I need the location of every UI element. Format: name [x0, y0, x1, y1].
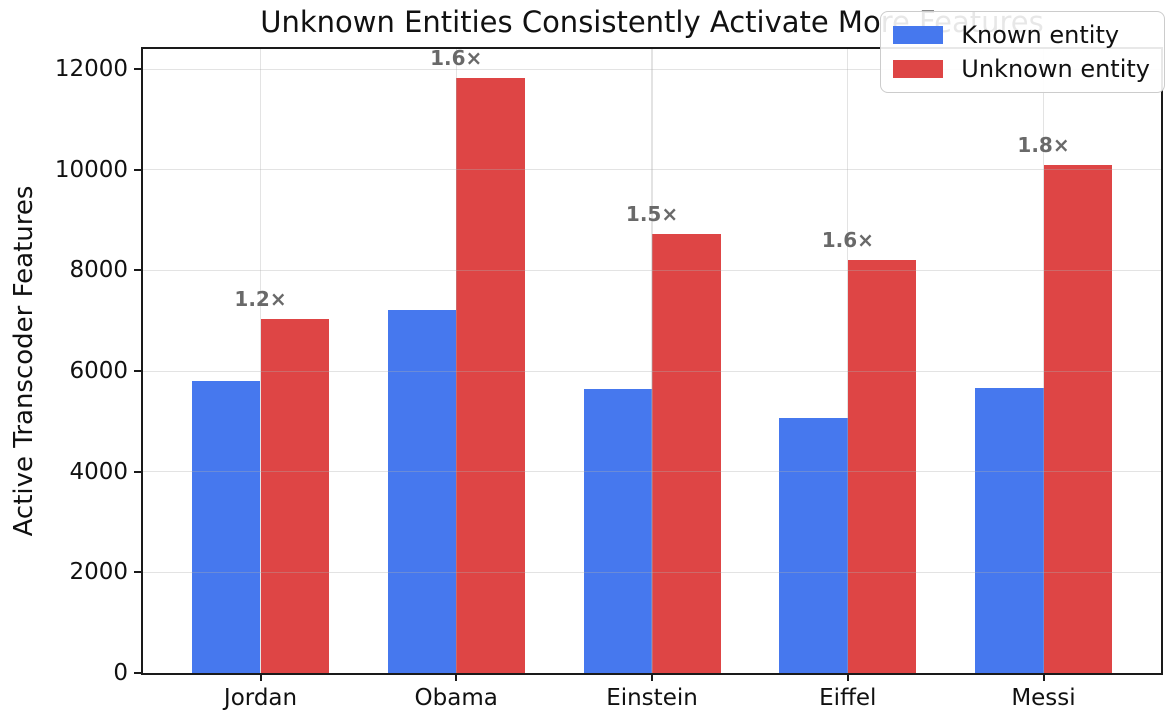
- bar-unknown-entity-jordan: [260, 319, 329, 673]
- plot-area: 1.2× 1.6× 1.5× 1.6× 1.8×: [141, 46, 1163, 675]
- gridline-y-4000: [143, 471, 1161, 473]
- ytick-mark-6000: [134, 370, 141, 373]
- ytick-label-4000: 4000: [69, 458, 128, 485]
- gridline-x-einstein: [651, 49, 653, 673]
- bar-unknown-entity-einstein: [652, 234, 721, 673]
- gridline-y-6000: [143, 370, 1161, 372]
- xtick-label-messi: Messi: [1011, 685, 1076, 711]
- gridline-x-jordan: [259, 49, 262, 673]
- legend-swatch-known-entity: [893, 26, 944, 44]
- ratio-annotation-einstein: 1.5×: [625, 202, 679, 227]
- ytick-mark-4000: [134, 470, 141, 473]
- ytick-label-6000: 6000: [69, 358, 128, 385]
- ytick-mark-8000: [134, 269, 141, 272]
- legend-label-known-entity: Known entity: [961, 21, 1120, 49]
- bar-known-entity-messi: [975, 388, 1044, 673]
- ytick-label-0: 0: [113, 660, 128, 686]
- ytick-label-8000: 8000: [69, 257, 128, 284]
- gridline-x-eiffel: [847, 49, 849, 673]
- ytick-label-10000: 10000: [54, 156, 128, 183]
- xtick-label-jordan: Jordan: [223, 685, 298, 711]
- gridline-x-obama: [455, 49, 457, 673]
- xtick-mark-messi: [1042, 675, 1045, 681]
- xtick-label-einstein: Einstein: [606, 685, 698, 711]
- legend-swatch-unknown-entity: [893, 60, 944, 78]
- ytick-mark-2000: [134, 571, 141, 574]
- ytick-mark-0: [134, 672, 141, 674]
- ratio-annotation-jordan: 1.2×: [234, 287, 287, 312]
- gridline-y-10000: [143, 169, 1161, 171]
- gridline-x-messi: [1042, 49, 1045, 673]
- xtick-mark-eiffel: [846, 675, 849, 681]
- bar-known-entity-obama: [387, 310, 457, 673]
- ytick-mark-12000: [134, 68, 141, 71]
- gridline-y-8000: [143, 269, 1161, 272]
- ytick-label-2000: 2000: [69, 559, 128, 586]
- legend: Known entity Unknown entity: [880, 11, 1165, 93]
- xtick-label-obama: Obama: [414, 685, 498, 711]
- ytick-mark-10000: [134, 168, 141, 171]
- xtick-mark-einstein: [651, 675, 653, 681]
- ratio-annotation-messi: 1.8×: [1017, 133, 1070, 158]
- bar-unknown-entity-eiffel: [847, 259, 917, 673]
- legend-item-unknown-entity: Unknown entity: [893, 52, 1150, 86]
- xtick-mark-jordan: [259, 675, 262, 681]
- gridline-y-2000: [143, 571, 1161, 574]
- gridline-y-12000: [143, 68, 1161, 70]
- xtick-label-eiffel: Eiffel: [819, 685, 877, 711]
- xtick-mark-obama: [455, 675, 458, 681]
- ratio-annotation-eiffel: 1.6×: [821, 227, 874, 252]
- ratio-annotation-obama: 1.6×: [430, 46, 483, 71]
- bar-unknown-entity-messi: [1043, 165, 1112, 673]
- legend-label-unknown-entity: Unknown entity: [961, 55, 1150, 83]
- bar-known-entity-einstein: [583, 388, 652, 673]
- legend-item-known-entity: Known entity: [893, 18, 1150, 52]
- bar-known-entity-jordan: [191, 381, 261, 673]
- ytick-label-12000: 12000: [54, 56, 128, 83]
- bar-unknown-entity-obama: [456, 78, 525, 673]
- bar-known-entity-eiffel: [779, 417, 848, 673]
